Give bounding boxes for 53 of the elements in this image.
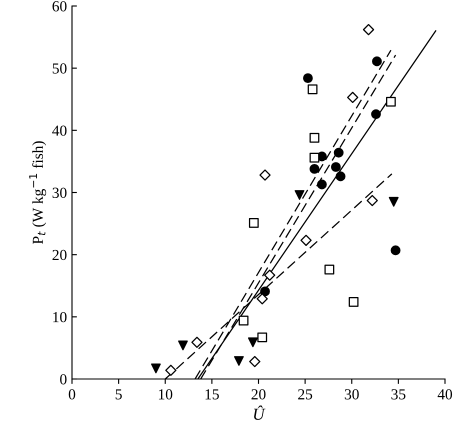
point <box>264 270 276 281</box>
point <box>371 109 381 120</box>
x-tick-label: 20 <box>252 389 266 400</box>
point <box>324 264 334 274</box>
point <box>348 297 359 307</box>
point <box>178 340 188 350</box>
y-axis-title: P$_{t}$ (W kg$^{−1}$ fish) <box>29 141 46 244</box>
point <box>390 245 400 256</box>
y-tick-label: 10 <box>53 312 67 322</box>
point <box>334 148 344 158</box>
point <box>256 293 268 304</box>
point <box>330 162 341 172</box>
point <box>249 356 260 368</box>
point <box>362 24 374 36</box>
point <box>303 73 313 84</box>
x-tick-label: 0 <box>68 389 76 400</box>
point <box>308 84 318 94</box>
point <box>366 194 378 206</box>
y-tick-label: 30 <box>52 188 67 198</box>
point <box>259 169 271 181</box>
x-tick-label: 35 <box>391 389 406 400</box>
point <box>238 316 248 326</box>
point <box>300 234 312 246</box>
point <box>260 286 270 296</box>
y-tick-label: 60 <box>52 1 67 12</box>
point <box>386 96 396 107</box>
y-tick-label: 40 <box>52 125 67 136</box>
point <box>388 196 399 207</box>
point <box>151 364 161 374</box>
point <box>372 56 382 66</box>
point <box>191 336 203 348</box>
point <box>165 364 176 376</box>
point <box>336 171 346 182</box>
x-tick-label: 5 <box>116 389 122 400</box>
point <box>248 218 259 228</box>
x-tick-label: 25 <box>298 389 312 400</box>
point <box>317 180 327 190</box>
x-tick-label: 15 <box>206 389 219 400</box>
y-tick-label: 20 <box>52 250 67 260</box>
point <box>294 190 304 200</box>
point <box>310 132 320 143</box>
x-tick-label: 30 <box>344 389 359 400</box>
point <box>310 152 320 163</box>
point <box>234 356 244 366</box>
point <box>248 337 258 348</box>
point <box>257 332 268 342</box>
point <box>310 164 320 174</box>
y-tick-label: 0 <box>60 374 67 384</box>
point <box>347 92 358 104</box>
x-axis-title: Û <box>254 405 266 420</box>
x-tick-label: 10 <box>158 389 172 400</box>
x-tick-label: 40 <box>438 389 452 400</box>
y-tick-label: 50 <box>52 63 67 74</box>
